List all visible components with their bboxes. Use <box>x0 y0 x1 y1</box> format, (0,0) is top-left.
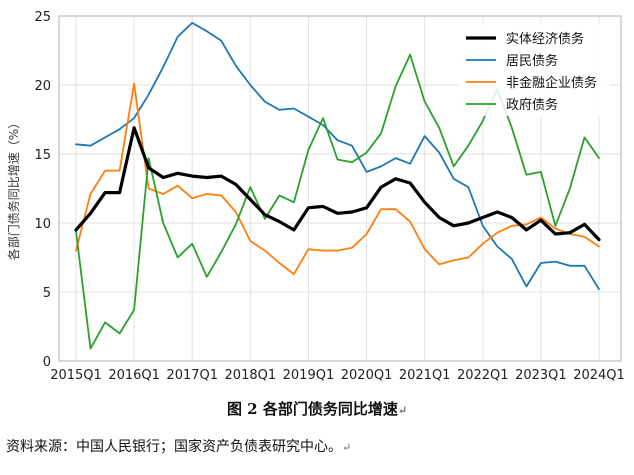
y-tick-label: 0 <box>43 355 51 370</box>
line-chart: 0 5 10 15 20 25 2015Q1 2016Q1 2017Q1 2018Q1 2019Q1… <box>6 10 625 383</box>
y-axis-label: 各部门债务同比增速（%） <box>6 117 21 260</box>
legend-label: 政府债务 <box>506 97 558 113</box>
axis-tick-labels: 0 5 10 15 20 25 2015Q1 2016Q1 2017Q1 2018Q1 2019Q1… <box>34 10 624 383</box>
y-tick-label: 10 <box>34 217 51 232</box>
paragraph-mark: ↵ <box>397 404 408 417</box>
legend-label: 非金融企业债务 <box>506 75 597 91</box>
x-tick-label: 2015Q1 <box>50 368 102 383</box>
x-tick-label: 2016Q1 <box>108 368 160 383</box>
plot-frame <box>58 15 622 362</box>
series-line-3 <box>75 53 600 350</box>
legend-label: 居民债务 <box>506 53 558 69</box>
x-tick-label: 2018Q1 <box>225 368 277 383</box>
series-line-2 <box>75 82 600 276</box>
legend-label: 实体经济债务 <box>506 31 584 47</box>
x-tick-label: 2020Q1 <box>341 368 393 383</box>
series-line-0 <box>74 126 601 242</box>
paragraph-mark: ↵ <box>342 441 352 454</box>
y-tick-label: 5 <box>43 286 51 301</box>
source-note: 资料来源：中国人民银行；国家资产负债表研究中心。↵ <box>6 436 351 456</box>
x-tick-label: 2019Q1 <box>283 368 335 383</box>
x-tick-label: 2021Q1 <box>399 368 451 383</box>
x-tick-label: 2017Q1 <box>166 368 218 383</box>
series-line-1 <box>75 21 600 291</box>
x-tick-label: 2022Q1 <box>457 368 509 383</box>
figure-caption: 图 2 各部门债务同比增速↵ <box>0 398 634 419</box>
y-tick-label: 25 <box>34 10 51 25</box>
series-lines <box>74 21 601 350</box>
source-text: 资料来源：中国人民银行；国家资产负债表研究中心。 <box>6 439 342 455</box>
y-tick-label: 20 <box>34 79 51 94</box>
x-tick-label: 2024Q1 <box>573 368 625 383</box>
x-tick-label: 2023Q1 <box>515 368 567 383</box>
caption-text: 图 2 各部门债务同比增速 <box>226 400 398 418</box>
y-tick-label: 15 <box>34 148 51 163</box>
